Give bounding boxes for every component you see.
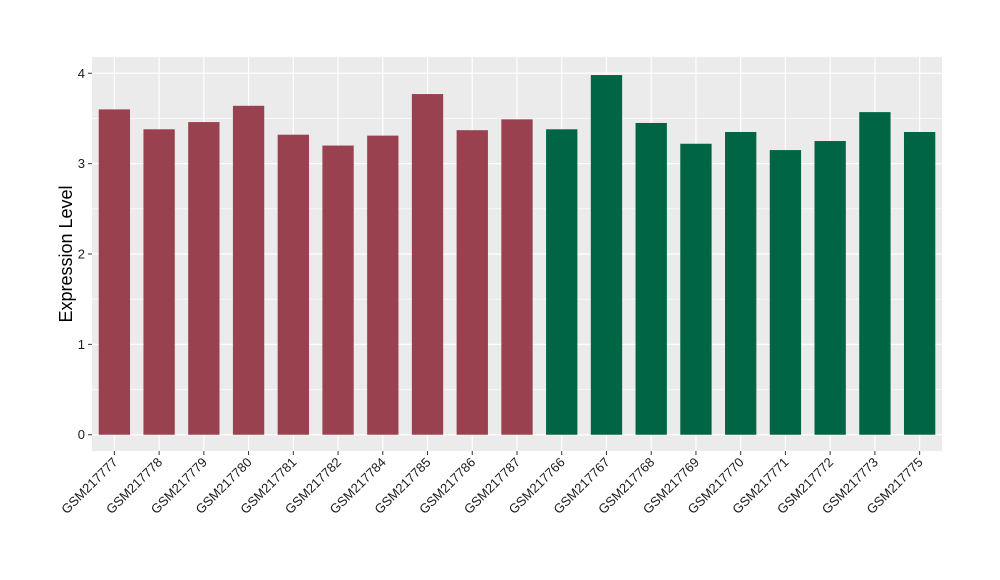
bar-GSM217775	[903, 132, 936, 435]
bar-GSM217780	[232, 105, 265, 435]
bar-GSM217779	[188, 122, 220, 435]
y-tick-label: 3	[78, 156, 85, 171]
bar-GSM217787	[501, 119, 533, 435]
bar-GSM217767	[590, 75, 623, 435]
y-tick-label: 2	[78, 247, 85, 262]
bar-GSM217786	[456, 130, 488, 435]
x-axis: GSM217777GSM217778GSM217779GSM217780GSM2…	[58, 451, 926, 517]
y-axis-title: Expression Level	[56, 185, 76, 322]
bar-GSM217778	[143, 129, 175, 435]
bar-GSM217771	[769, 150, 802, 435]
y-axis: 0 1 2 3 4	[78, 66, 92, 442]
bar-GSM217785	[411, 94, 444, 435]
bar-GSM217766	[546, 129, 578, 435]
bar-GSM217782	[322, 145, 354, 435]
y-tick-label: 4	[78, 66, 85, 81]
bar-GSM217777	[98, 109, 131, 435]
y-tick-label: 1	[78, 337, 85, 352]
bar-GSM217784	[367, 135, 399, 435]
y-tick-label: 0	[78, 427, 85, 442]
bar-GSM217772	[814, 141, 846, 435]
bar-GSM217768	[635, 122, 667, 435]
bar-GSM217773	[859, 112, 891, 435]
bars	[98, 75, 936, 435]
bar-GSM217781	[277, 134, 309, 435]
bar-GSM217770	[725, 132, 757, 435]
bar-GSM217769	[680, 143, 712, 435]
